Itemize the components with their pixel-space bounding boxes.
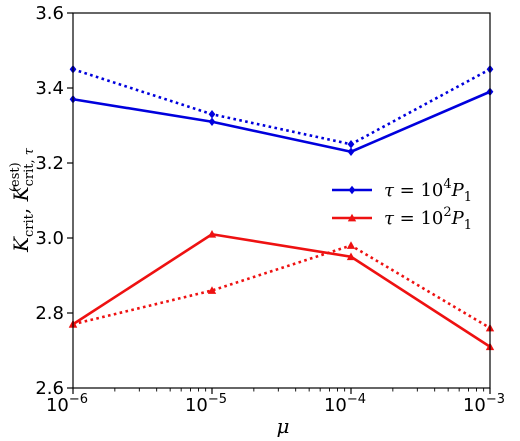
axes-layer: 2.6 2.8 3.0 3.2 3.4 3.6 10−6 10−5 10−4 10−3 <box>35 3 505 416</box>
y-axis-label: Kcrit, Kcrit, τ(est) <box>8 147 37 253</box>
series-0 <box>69 87 494 156</box>
data-point <box>207 286 217 294</box>
legend-item: τ = 102P1 <box>332 205 472 233</box>
series-line <box>72 90 491 154</box>
svg-text:Kcrit, Kcrit, τ(est): Kcrit, Kcrit, τ(est) <box>8 147 37 253</box>
y-tick-label: 3.2 <box>35 153 64 174</box>
legend-item: τ = 104P1 <box>332 177 472 205</box>
data-point <box>208 117 216 126</box>
series-line <box>72 232 491 348</box>
data-point <box>348 185 356 195</box>
data-point <box>207 230 217 238</box>
x-tick-label: 10−6 <box>46 392 88 416</box>
series-line <box>72 244 491 330</box>
data-point <box>347 213 357 222</box>
y-tick-label: 3.6 <box>35 3 64 24</box>
series-2 <box>68 230 495 351</box>
y-tick-label: 2.8 <box>35 303 64 324</box>
legend-label: τ = 104P1 <box>384 177 472 205</box>
data-point <box>346 241 356 249</box>
y-tick-label: 2.6 <box>35 378 64 399</box>
data-point <box>347 140 355 149</box>
y-tick-label: 3.0 <box>35 228 64 249</box>
data-point <box>208 110 216 119</box>
x-tick-label: 10−3 <box>463 392 505 416</box>
plot-frame <box>72 12 491 389</box>
data-point <box>346 252 356 261</box>
x-tick-label: 10−5 <box>185 392 227 416</box>
x-axis-label: μ <box>277 414 290 438</box>
x-tick-label: 10−4 <box>324 392 366 416</box>
legend-label: τ = 102P1 <box>384 205 472 233</box>
series-line <box>72 68 491 146</box>
data-point <box>347 147 355 156</box>
y-tick-label: 3.4 <box>35 78 64 99</box>
